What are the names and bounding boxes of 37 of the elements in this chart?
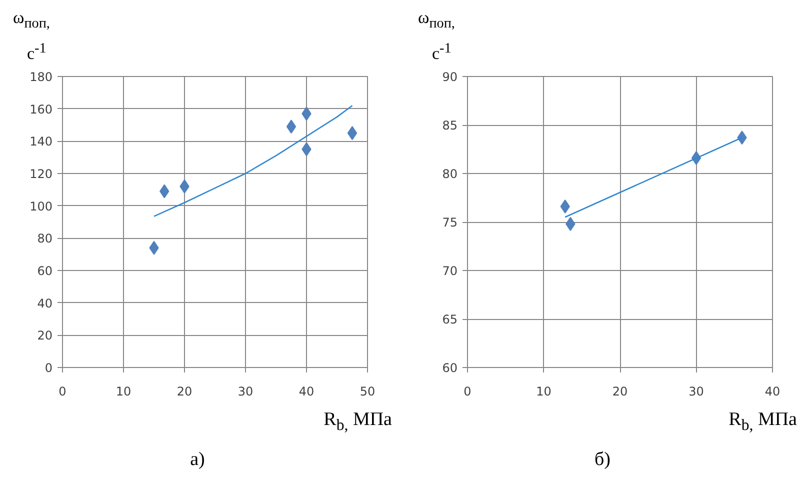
y-axis-title: ω$_{поп,}$ с$^{-1}$ — [417, 8, 455, 64]
x-tick-label: 40 — [764, 384, 780, 398]
line-series — [153, 104, 353, 217]
y-tick-label: 60 — [37, 264, 53, 278]
y-tick-label: 75 — [442, 216, 458, 230]
y-tick-label: 90 — [442, 70, 458, 84]
y-tick-label: 80 — [37, 232, 53, 246]
point — [286, 120, 296, 134]
y-tick-label: 65 — [442, 312, 458, 326]
x-tick-label: 30 — [238, 384, 254, 398]
text: а) — [190, 448, 205, 472]
y-tick-label: 160 — [30, 102, 52, 116]
x-tick-label: 0 — [464, 384, 472, 398]
y-tick-label: 180 — [30, 70, 52, 84]
x-tick-label: 40 — [298, 384, 314, 398]
x-tick-label: 20 — [176, 384, 192, 398]
point — [347, 126, 358, 140]
y-tick-label: 70 — [442, 264, 458, 278]
x-tick-label: 10 — [116, 384, 132, 398]
x-tick-label: 0 — [58, 384, 66, 398]
x-tick-label: 20 — [612, 384, 628, 398]
x-axis-title: R$_{b,}$ МПа — [324, 408, 392, 436]
y-tick-label: 80 — [442, 167, 458, 181]
y-tick-label: 85 — [442, 118, 458, 132]
y-tick-label: 140 — [30, 134, 52, 149]
y-tick-label: 120 — [30, 167, 52, 181]
y-tick-label: 60 — [442, 361, 458, 375]
x-tick-label: 50 — [360, 384, 376, 398]
y-tick-label: 0 — [44, 361, 53, 375]
x-tick-label: 10 — [536, 384, 552, 398]
text: б) — [594, 448, 610, 472]
y-tick-label: 100 — [30, 199, 52, 214]
x-axis-title: R$_{b,}$ МПа — [728, 408, 797, 436]
y-axis-title: ω$_{поп,}$ с$^{-1}$ — [12, 8, 50, 64]
y-tick-label: 20 — [37, 328, 53, 343]
y-tick-label: 40 — [37, 296, 53, 310]
x-tick-label: 30 — [688, 384, 704, 398]
